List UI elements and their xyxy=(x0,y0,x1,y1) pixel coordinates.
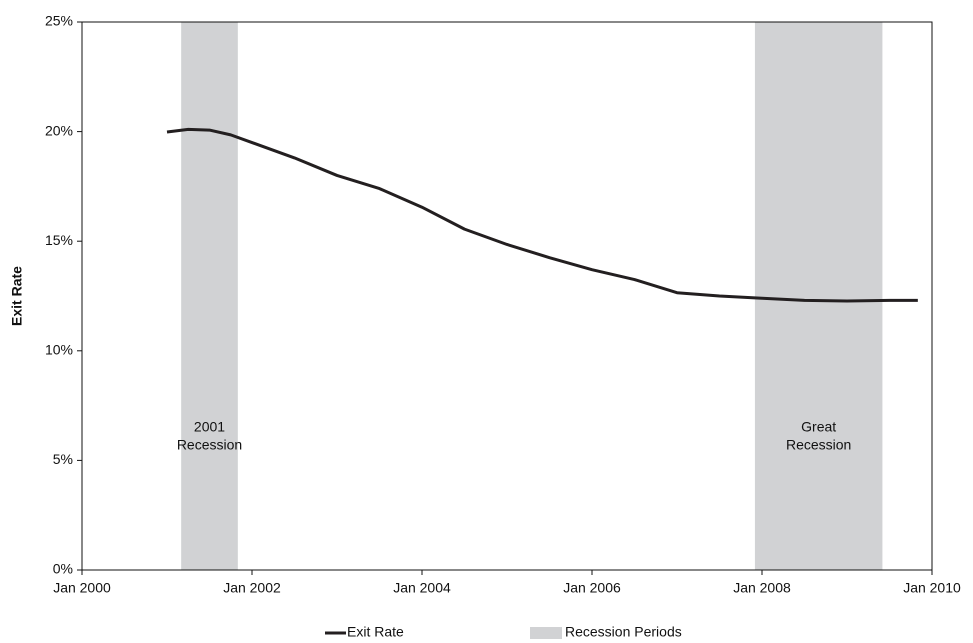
recession-label: Recession xyxy=(177,437,242,453)
x-tick-label: Jan 2004 xyxy=(393,580,451,596)
y-tick-label: 0% xyxy=(53,561,73,577)
legend-swatch xyxy=(530,627,562,639)
recession-label: Great xyxy=(801,419,836,435)
x-tick-label: Jan 2010 xyxy=(903,580,961,596)
line xyxy=(166,127,918,303)
plot-frame xyxy=(81,21,933,571)
legend-label: Recession Periods xyxy=(565,624,682,640)
recession-band xyxy=(754,22,883,570)
y-axis-label: Exit Rate xyxy=(9,266,25,326)
legend-label: Exit Rate xyxy=(347,624,404,640)
y-tick-label: 25% xyxy=(45,13,73,29)
recession-band xyxy=(181,22,238,570)
x-tick-label: Jan 2002 xyxy=(223,580,281,596)
recession-label: 2001 xyxy=(194,419,225,435)
x-tick-label: Jan 2000 xyxy=(53,580,111,596)
y-tick-label: 5% xyxy=(53,451,73,467)
y-tick-label: 10% xyxy=(45,342,73,358)
y-tick-label: 15% xyxy=(45,232,73,248)
x-tick-label: Jan 2006 xyxy=(563,580,621,596)
y-tick-label: 20% xyxy=(45,122,73,138)
x-tick-label: Jan 2008 xyxy=(733,580,791,596)
recession-label: Recession xyxy=(786,437,851,453)
